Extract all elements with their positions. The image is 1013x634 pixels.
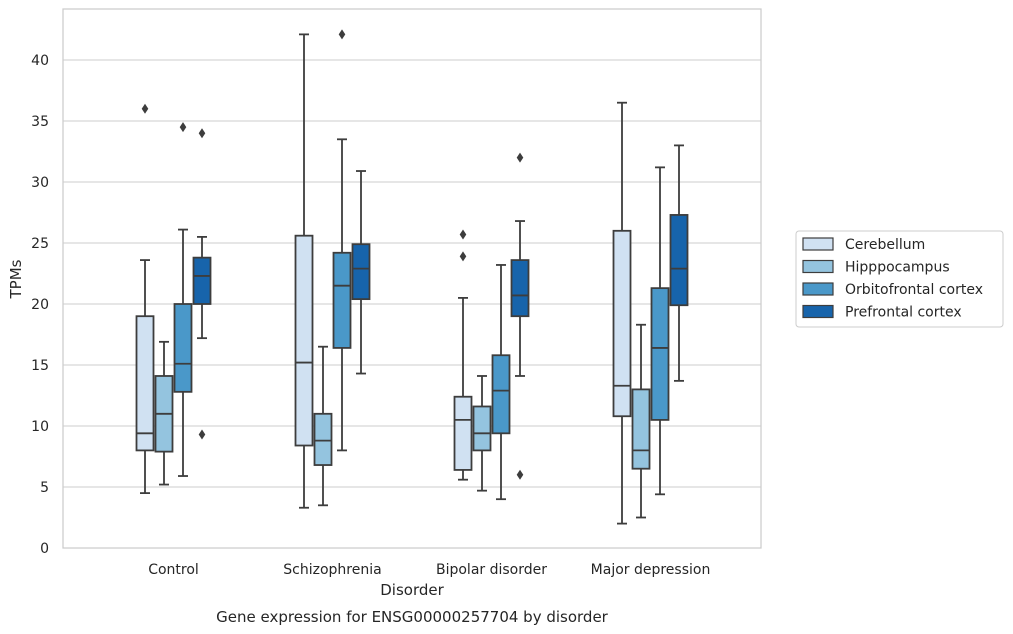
legend: Cerebellum Hipppocampus Orbitofrontal cort…	[795, 230, 1004, 328]
legend-label: Cerebellum	[845, 237, 925, 253]
legend-frame	[795, 230, 1004, 328]
box-orbitofrontal-cortex	[650, 166, 670, 496]
x-tick-label: Bipolar disorder	[436, 562, 547, 578]
outlier-marker	[198, 429, 206, 440]
box-prefrontal-cortex	[192, 128, 212, 440]
x-tick-label: Control	[148, 562, 199, 578]
boxes-layer	[135, 29, 689, 525]
legend-swatch	[802, 237, 834, 251]
outlier-marker	[516, 469, 524, 480]
box-cerebellum	[612, 101, 632, 525]
outlier-marker	[198, 128, 206, 139]
box-body	[313, 412, 333, 466]
outlier-marker	[459, 251, 467, 262]
box-cerebellum	[135, 103, 155, 495]
box-body	[491, 354, 511, 435]
box-prefrontal-cortex	[351, 170, 371, 375]
plot-area-frame	[62, 8, 762, 549]
y-tick-label: 15	[31, 358, 49, 374]
y-tick-label: 40	[31, 53, 49, 69]
box-body	[510, 259, 530, 318]
outlier-marker	[338, 29, 346, 40]
y-tick-label: 0	[40, 541, 49, 557]
box-body	[612, 229, 632, 418]
outlier-marker	[141, 103, 149, 114]
box-prefrontal-cortex	[669, 144, 689, 382]
legend-label: Hipppocampus	[845, 260, 950, 276]
y-tick-label: 30	[31, 175, 49, 191]
box-cerebellum	[294, 33, 314, 509]
box-hipppocampus	[154, 340, 174, 486]
legend-swatch	[802, 259, 834, 274]
y-tick-label: 35	[31, 114, 49, 130]
box-orbitofrontal-cortex	[173, 122, 193, 477]
box-body	[135, 315, 155, 452]
legend-label: Prefrontal cortex	[845, 305, 962, 321]
box-hipppocampus	[313, 345, 333, 507]
legend-label: Orbitofrontal cortex	[845, 282, 983, 298]
y-axis-ticks: 0 5 10 15 20 25 30 35 40	[31, 53, 49, 557]
box-body	[173, 303, 193, 393]
box-body	[650, 287, 670, 421]
box-prefrontal-cortex	[510, 152, 530, 480]
x-tick-label: Schizophrenia	[283, 562, 381, 578]
box-body	[294, 234, 314, 447]
box-orbitofrontal-cortex	[332, 29, 352, 452]
y-tick-label: 20	[31, 297, 49, 313]
box-orbitofrontal-cortex	[491, 264, 511, 501]
box-hipppocampus	[631, 323, 651, 519]
box-body	[669, 214, 689, 307]
outlier-marker	[516, 152, 524, 163]
box-body	[472, 405, 492, 452]
box-hipppocampus	[472, 375, 492, 492]
y-axis-label: TPMs	[7, 259, 25, 299]
outlier-marker	[459, 229, 467, 240]
x-axis-ticks: Control Schizophrenia Bipolar disorder Majo…	[148, 562, 710, 578]
box-body	[453, 395, 473, 471]
box-body	[631, 388, 651, 470]
y-tick-label: 25	[31, 236, 49, 252]
y-tick-label: 10	[31, 419, 49, 435]
y-tick-label: 5	[40, 480, 49, 496]
outlier-marker	[179, 122, 187, 133]
x-tick-label: Major depression	[591, 562, 711, 578]
box-cerebellum	[453, 229, 473, 481]
box-body	[332, 251, 352, 349]
legend-swatch	[802, 304, 834, 319]
chart-caption: Gene expression for ENSG00000257704 by d…	[216, 608, 609, 626]
x-axis-label: Disorder	[380, 581, 444, 599]
legend-swatch	[802, 282, 834, 296]
box-body	[351, 243, 371, 301]
box-body	[192, 256, 212, 305]
